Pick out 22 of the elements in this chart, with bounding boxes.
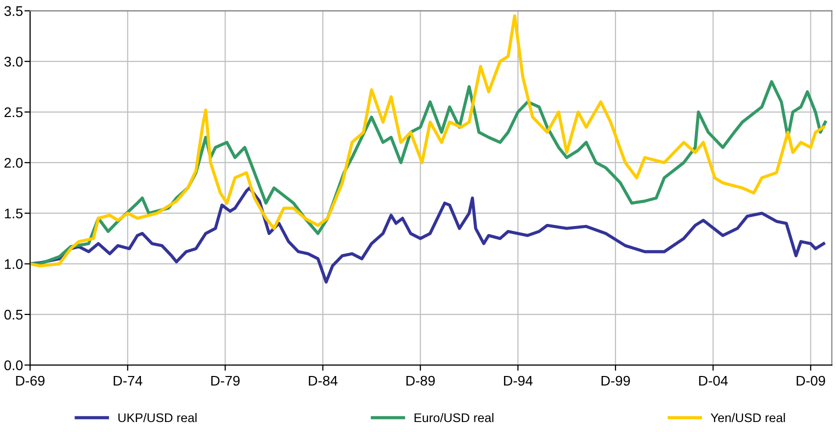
- y-tick-label: 3.5: [4, 6, 23, 16]
- y-tick-label: 0.0: [4, 360, 23, 370]
- x-tick-label: D-94: [504, 376, 533, 386]
- legend-label: Euro/USD real: [414, 412, 494, 422]
- y-tick-label: 1.0: [4, 259, 23, 269]
- y-tick-label: 1.5: [4, 208, 23, 218]
- y-tick-label: 2.5: [4, 107, 23, 118]
- x-tick-label: D-74: [114, 376, 142, 386]
- line-series: [30, 14, 826, 268]
- x-tick-label: D-09: [796, 376, 826, 386]
- y-tick-label: 3.0: [4, 56, 23, 67]
- x-tick-label: D-04: [699, 376, 728, 386]
- x-tick-label: D-69: [16, 376, 44, 386]
- line-series: [30, 186, 826, 284]
- x-tick-label: D-79: [211, 376, 240, 386]
- x-tick-label: D-89: [406, 376, 435, 386]
- y-tick-label: 2.0: [4, 158, 23, 168]
- x-tick-label: D-84: [308, 376, 338, 386]
- x-tick-label: D-99: [602, 376, 630, 386]
- legend-label: Yen/USD real: [710, 412, 785, 422]
- y-tick-label: 0.5: [4, 310, 23, 320]
- legend-label: UKP/USD real: [118, 412, 197, 422]
